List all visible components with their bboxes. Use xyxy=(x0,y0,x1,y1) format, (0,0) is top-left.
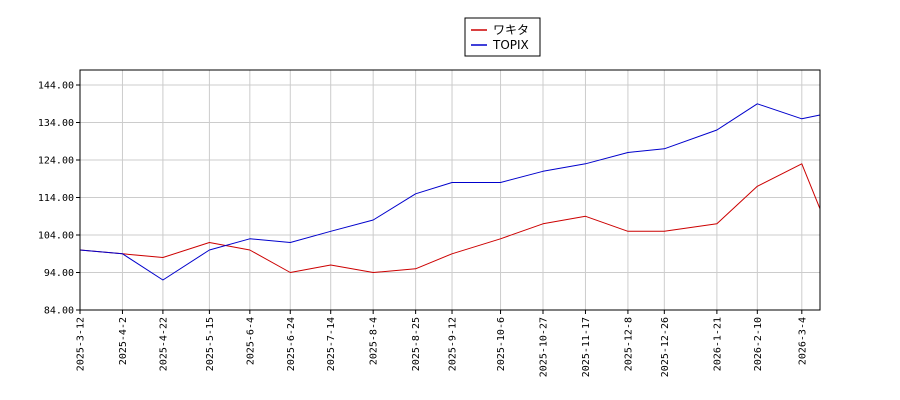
y-tick-label: 144.00 xyxy=(38,81,74,92)
grid xyxy=(79,70,820,311)
series-lines xyxy=(79,103,821,281)
series-line-0 xyxy=(79,163,821,273)
x-tick-label: 2026-1-21 xyxy=(712,317,723,371)
x-tick-label: 2025-11-17 xyxy=(581,317,592,377)
x-tick-label: 2025-12-8 xyxy=(623,317,634,371)
x-tick-label: 2025-8-4 xyxy=(369,317,380,365)
x-tick-label: 2026-2-10 xyxy=(753,317,764,371)
y-tick-label: 84.00 xyxy=(44,306,74,317)
x-tick-label: 2025-4-2 xyxy=(118,317,129,365)
y-tick-label: 114.00 xyxy=(38,193,74,204)
x-tick-label: 2025-6-4 xyxy=(245,317,256,365)
y-tick-label: 104.00 xyxy=(38,231,74,242)
x-tick-label: 2025-4-22 xyxy=(158,317,169,371)
x-tick-label: 2025-8-25 xyxy=(411,317,422,371)
x-tick-label: 2025-12-26 xyxy=(660,317,671,377)
legend-label: ワキタ xyxy=(493,23,529,37)
x-tick-label: 2025-7-14 xyxy=(326,317,337,371)
y-axis: 84.00 94.00 104.00 114.00 124.00 134.00 144.00 xyxy=(38,81,80,317)
y-tick-label: 134.00 xyxy=(38,118,74,129)
x-axis: 2025-3-12 2025-4-2 2025-4-22 2025-5-15 2025-… xyxy=(76,310,808,377)
x-tick-label: 2025-9-12 xyxy=(448,317,459,371)
legend-box xyxy=(464,17,541,57)
x-tick-label: 2025-6-24 xyxy=(286,317,297,371)
legend-label: TOPIX xyxy=(492,38,529,52)
x-tick-label: 2026-3-4 xyxy=(797,317,808,365)
y-tick-label: 94.00 xyxy=(44,268,74,279)
x-tick-label: 2025-3-12 xyxy=(76,317,87,371)
series-line-1 xyxy=(79,103,821,281)
plot-frame xyxy=(79,69,821,311)
y-tick-label: 124.00 xyxy=(38,156,74,167)
x-tick-label: 2025-5-15 xyxy=(205,317,216,371)
x-tick-label: 2025-10-27 xyxy=(539,317,550,377)
x-tick-label: 2025-10-6 xyxy=(496,317,507,371)
